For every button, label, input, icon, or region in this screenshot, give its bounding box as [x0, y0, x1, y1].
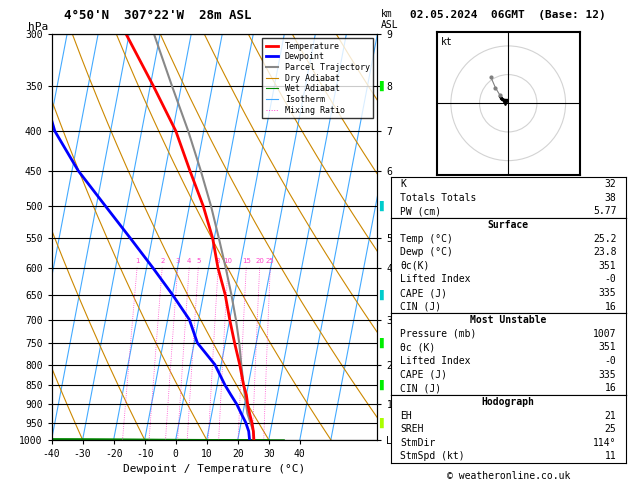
Text: Dewp (°C): Dewp (°C) [400, 247, 453, 257]
Text: 335: 335 [599, 288, 616, 298]
Text: 11: 11 [604, 451, 616, 461]
Text: 335: 335 [599, 370, 616, 380]
Text: 23.8: 23.8 [593, 247, 616, 257]
Text: 16: 16 [604, 383, 616, 393]
Text: 114°: 114° [593, 438, 616, 448]
Text: km
ASL: km ASL [381, 9, 398, 30]
Text: θc (K): θc (K) [400, 343, 435, 352]
Text: Hodograph: Hodograph [482, 397, 535, 407]
Text: 5.77: 5.77 [593, 207, 616, 216]
Text: 25: 25 [604, 424, 616, 434]
Text: 4: 4 [187, 259, 191, 264]
Y-axis label: Mixing Ratio (g/kg): Mixing Ratio (g/kg) [409, 181, 420, 293]
Text: ▌: ▌ [379, 201, 386, 211]
Text: CIN (J): CIN (J) [400, 302, 441, 312]
Text: K: K [400, 179, 406, 189]
Text: 2: 2 [160, 259, 164, 264]
Text: PW (cm): PW (cm) [400, 207, 441, 216]
Text: -0: -0 [604, 275, 616, 284]
Legend: Temperature, Dewpoint, Parcel Trajectory, Dry Adiabat, Wet Adiabat, Isotherm, Mi: Temperature, Dewpoint, Parcel Trajectory… [262, 38, 373, 118]
Text: EH: EH [400, 411, 412, 420]
Text: Lifted Index: Lifted Index [400, 275, 470, 284]
Text: θc(K): θc(K) [400, 261, 430, 271]
Text: StmDir: StmDir [400, 438, 435, 448]
Text: 25: 25 [266, 259, 275, 264]
Text: ▌: ▌ [379, 380, 386, 390]
Text: Totals Totals: Totals Totals [400, 193, 476, 203]
Text: 15: 15 [242, 259, 251, 264]
Text: ▌: ▌ [379, 290, 386, 300]
Text: © weatheronline.co.uk: © weatheronline.co.uk [447, 471, 570, 481]
Text: 3: 3 [175, 259, 180, 264]
Text: Temp (°C): Temp (°C) [400, 234, 453, 243]
Text: 16: 16 [604, 302, 616, 312]
Text: Pressure (mb): Pressure (mb) [400, 329, 476, 339]
Text: kt: kt [441, 37, 453, 47]
Text: 4°50'N  307°22'W  28m ASL: 4°50'N 307°22'W 28m ASL [64, 9, 252, 22]
Text: StmSpd (kt): StmSpd (kt) [400, 451, 465, 461]
Text: ▌: ▌ [379, 338, 386, 348]
Text: 02.05.2024  06GMT  (Base: 12): 02.05.2024 06GMT (Base: 12) [410, 10, 606, 20]
Text: 5: 5 [196, 259, 201, 264]
Text: -0: -0 [604, 356, 616, 366]
Text: 32: 32 [604, 179, 616, 189]
Text: 351: 351 [599, 343, 616, 352]
Text: 8: 8 [216, 259, 220, 264]
Text: Lifted Index: Lifted Index [400, 356, 470, 366]
Text: ▌: ▌ [379, 417, 386, 428]
Text: 25.2: 25.2 [593, 234, 616, 243]
Text: 38: 38 [604, 193, 616, 203]
Text: hPa: hPa [28, 21, 48, 32]
Text: 20: 20 [255, 259, 264, 264]
Text: 21: 21 [604, 411, 616, 420]
Text: SREH: SREH [400, 424, 423, 434]
Text: 10: 10 [223, 259, 233, 264]
Text: CAPE (J): CAPE (J) [400, 288, 447, 298]
Text: Surface: Surface [487, 220, 529, 230]
Text: CIN (J): CIN (J) [400, 383, 441, 393]
Text: 351: 351 [599, 261, 616, 271]
X-axis label: Dewpoint / Temperature (°C): Dewpoint / Temperature (°C) [123, 465, 306, 474]
Text: CAPE (J): CAPE (J) [400, 370, 447, 380]
Text: ▌: ▌ [379, 81, 386, 91]
Text: 1: 1 [135, 259, 140, 264]
Text: Most Unstable: Most Unstable [470, 315, 547, 325]
Text: 1007: 1007 [593, 329, 616, 339]
